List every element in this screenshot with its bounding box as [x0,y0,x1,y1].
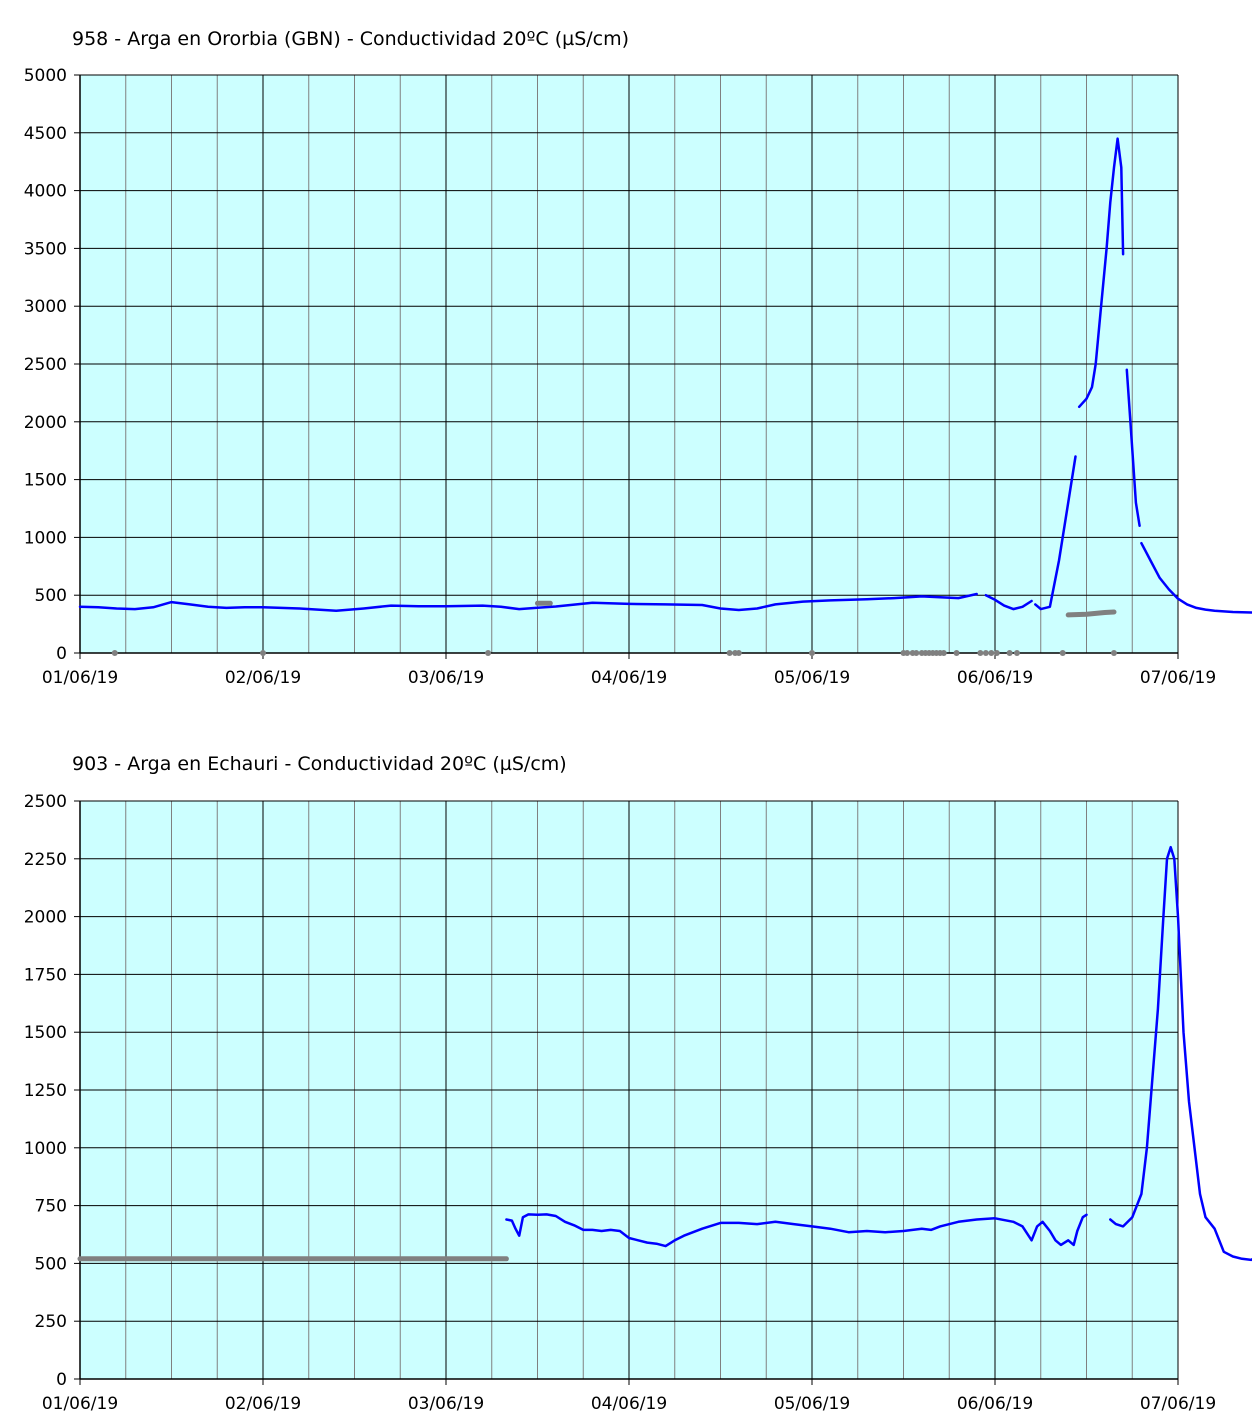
x-tick-label: 05/06/19 [774,1394,850,1414]
chart-svg: 0 500 1000 1500 2000 2500 3000 3500 4000 4500 5000… [24,66,1252,688]
y-tick-label: 2500 [24,355,67,375]
series-point [977,650,984,656]
x-tick-label: 01/06/19 [42,668,118,688]
series-point [726,650,733,656]
x-tick-label: 07/06/19 [1140,1394,1216,1414]
chart-ororbia: 958 - Arga en Ororbia (GBN) - Conductivi… [0,0,1252,705]
y-tick-label: 1750 [24,965,67,985]
series-line-segment [1065,609,1117,618]
x-tick-label: 03/06/19 [408,668,484,688]
series-line-segment [1125,368,1141,528]
x-tick-label: 04/06/19 [591,1394,667,1414]
y-tick-label: 1500 [24,1023,67,1043]
y-tick-label: 1500 [24,471,67,491]
x-tick-label: 07/06/19 [1140,668,1216,688]
series-line-segment [984,593,1033,611]
series-line-segment [78,592,978,613]
y-tick-label: 1000 [24,1139,67,1159]
series-point [111,650,118,656]
series-point [913,650,920,656]
y-tick-label: 2250 [24,850,67,870]
series-point [953,650,960,656]
series-main [78,137,1252,614]
y-tick-label: 3500 [24,239,67,259]
series-point [1110,650,1117,656]
series-point [940,650,947,656]
series-line-segment [1077,137,1125,409]
x-tick-label: 01/06/19 [42,1394,118,1414]
series-line-segment [505,1213,1088,1248]
x-tick-label: 03/06/19 [408,1394,484,1414]
x-tick-label: 06/06/19 [957,668,1033,688]
series-point [1059,650,1066,656]
y-tick-label: 1250 [24,1081,67,1101]
y-tick-label: 250 [35,1312,67,1332]
y-tick-label: 2000 [24,413,67,433]
y-tick-label: 2000 [24,908,67,928]
chart-svg: 0 250 500 750 1000 1250 1500 1750 2000 2250 2500 01… [24,792,1252,1414]
series-main [505,845,1252,1262]
x-tick-label: 02/06/19 [225,1394,301,1414]
y-tick-label: 4500 [24,124,67,144]
series-point [1013,650,1020,656]
series-point [904,650,911,656]
series-flagged [111,600,1117,656]
series-point [485,650,492,656]
series-point [982,650,989,656]
y-tick-label: 750 [35,1197,67,1217]
y-tick-label: 2500 [24,792,67,812]
series-line-segment [1034,455,1077,611]
series-point [988,650,995,656]
y-tick-label: 5000 [24,66,67,86]
x-tick-label: 02/06/19 [225,668,301,688]
y-tick-label: 1000 [24,528,67,548]
y-tick-label: 4000 [24,182,67,202]
series-point [809,650,815,656]
y-tick-label: 3000 [24,297,67,317]
y-tick-label: 500 [35,586,67,606]
y-tick-label: 500 [35,1254,67,1274]
x-tick-label: 06/06/19 [957,1394,1033,1414]
y-tick-label: 0 [56,644,67,664]
series-point [260,650,266,656]
series-line-segment [1140,541,1252,614]
x-tick-label: 04/06/19 [591,668,667,688]
x-tick-label: 05/06/19 [774,668,850,688]
series-point [735,650,742,656]
series-line-segment [1109,845,1252,1262]
series-point [993,650,1000,656]
chart-echauri: 903 - Arga en Echauri - Conductividad 20… [0,725,1252,1419]
series-point [1006,650,1013,656]
chart-title: 958 - Arga en Ororbia (GBN) - Conductivi… [72,28,630,50]
y-tick-label: 0 [56,1370,67,1390]
chart-title: 903 - Arga en Echauri - Conductividad 20… [72,753,567,775]
